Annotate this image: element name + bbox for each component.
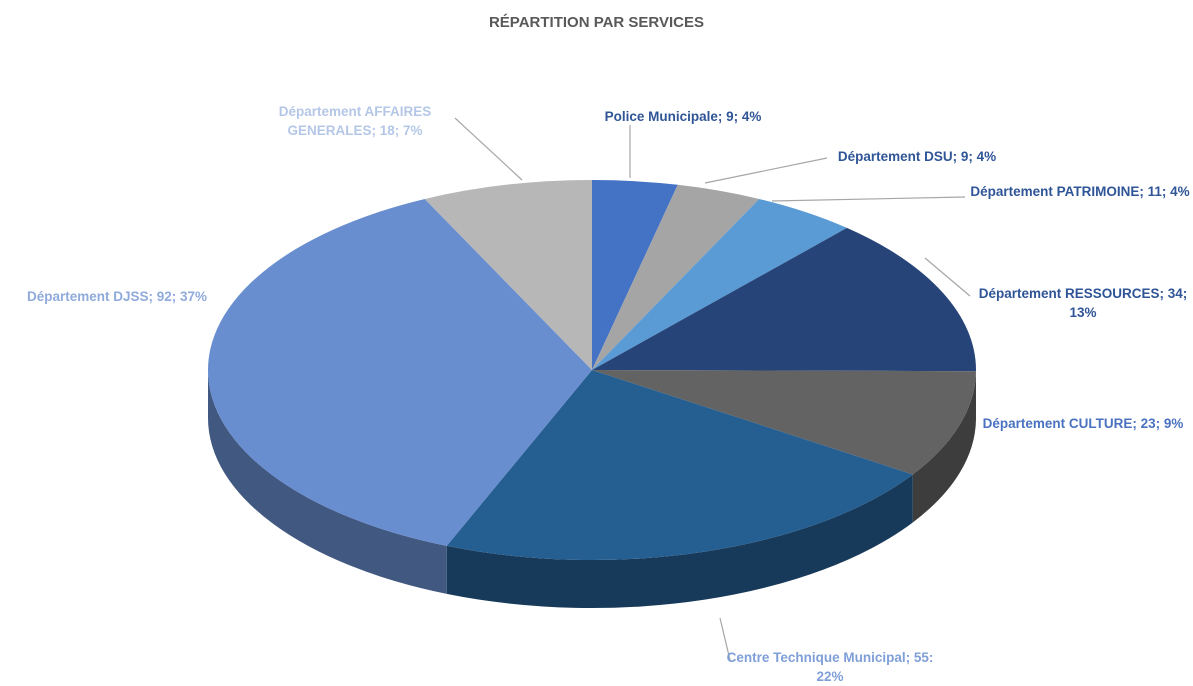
label-separator: ; <box>149 289 157 304</box>
label-separator: ; <box>718 109 726 124</box>
label-category: Département DJSS <box>27 289 149 304</box>
data-label: Département CULTURE; 23; 9% <box>973 414 1193 433</box>
data-label: Département DJSS; 92; 37% <box>0 287 237 306</box>
label-value: 11; 4% <box>1148 184 1190 199</box>
data-label: Département AFFAIRES GENERALES; 18; 7% <box>255 102 455 140</box>
label-value: 18; 7% <box>380 123 423 138</box>
leader-line <box>455 118 522 180</box>
label-category: Département RESSOURCES <box>979 286 1160 301</box>
label-separator: ; <box>1132 416 1140 431</box>
data-label: Département RESSOURCES; 34; 13% <box>968 284 1193 322</box>
label-category: Département CULTURE <box>983 416 1133 431</box>
data-label: Département DSU; 9; 4% <box>807 147 1027 166</box>
label-value: 92; 37% <box>157 289 207 304</box>
data-label: Police Municipale; 9; 4% <box>553 107 813 126</box>
label-value: 9; 4% <box>726 109 761 124</box>
label-category: Département PATRIMOINE <box>970 184 1139 199</box>
label-separator: ; <box>906 650 914 665</box>
label-value: 9; 4% <box>961 149 996 164</box>
label-separator: ; <box>953 149 961 164</box>
label-category: Département DSU <box>838 149 953 164</box>
chart-title: RÉPARTITION PAR SERVICES <box>0 14 1193 31</box>
data-label: Centre Technique Municipal; 55: 22% <box>720 648 940 686</box>
leader-line <box>772 197 965 201</box>
data-label: Département PATRIMOINE; 11; 4% <box>965 182 1193 201</box>
label-value: 23; 9% <box>1141 416 1184 431</box>
label-separator: ; <box>1160 286 1168 301</box>
label-separator: ; <box>1139 184 1147 199</box>
label-separator: ; <box>371 123 379 138</box>
label-category: Police Municipale <box>605 109 718 124</box>
label-category: Centre Technique Municipal <box>727 650 906 665</box>
